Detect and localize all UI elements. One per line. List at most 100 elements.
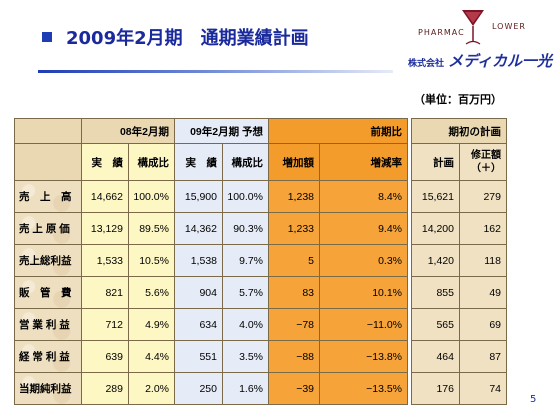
plan-row: 464 87 [411,340,507,373]
cell-forecast: 15,900 [174,180,223,213]
cell-forecast-ratio: 1.6% [222,372,269,405]
plan-row: 1,420 118 [411,244,507,277]
cell-forecast-ratio: 9.7% [222,244,269,277]
cell-forecast-ratio: 4.0% [222,308,269,341]
cell-actual: 14,662 [81,180,129,213]
cell-forecast: 551 [174,340,223,373]
cell-actual-ratio: 4.4% [128,340,175,373]
header-forecast: 09年2月期 予想 [174,118,269,144]
table-row: 売上総利益 1,533 10.5% 1,538 9.7% 5 0.3% [14,244,408,277]
subheader-rate: 増減率 [319,143,408,181]
cell-forecast-ratio: 90.3% [222,212,269,245]
cell-forecast: 1,538 [174,244,223,277]
cell-rate: −13.8% [319,340,408,373]
corner-cell [14,118,82,144]
cell-actual: 13,129 [81,212,129,245]
cell-actual-ratio: 5.6% [128,276,175,309]
cell-actual: 289 [81,372,129,405]
cell-forecast: 14,362 [174,212,223,245]
plan-row: 565 69 [411,308,507,341]
cell-actual-ratio: 100.0% [128,180,175,213]
cell-revision: 118 [459,244,507,277]
cell-increase: 1,238 [268,180,320,213]
subheader-actual-ratio: 構成比 [128,143,175,181]
cell-increase: −39 [268,372,320,405]
cell-actual: 639 [81,340,129,373]
cell-plan: 15,621 [411,180,460,213]
cell-forecast: 904 [174,276,223,309]
cell-revision: 69 [459,308,507,341]
table-row: 販 管 費 821 5.6% 904 5.7% 83 10.1% [14,276,408,309]
row-label: 当期純利益 [14,372,82,405]
row-label: 経 常 利 益 [14,340,82,373]
table-row: 経 常 利 益 639 4.4% 551 3.5% −88 −13.8% [14,340,408,373]
table-row: 売 上 高 14,662 100.0% 15,900 100.0% 1,238 8.4% [14,180,408,213]
cell-actual-ratio: 4.9% [128,308,175,341]
logo-word-right: LOWER [492,22,526,31]
results-table: 08年2月期 09年2月期 予想 前期比 実 績 構成比 実 績 構成比 増加額… [14,118,408,405]
logo-word-left: PHARMAC [418,28,465,37]
plan-row: 15,621 279 [411,180,507,213]
cell-rate: 8.4% [319,180,408,213]
cell-plan: 14,200 [411,212,460,245]
row-label: 売 上 高 [14,180,82,213]
unit-label: （単位：百万円） [414,93,502,106]
company-name: 株式会社 メディカル一光 [408,50,552,71]
company-prefix: 株式会社 [408,59,445,69]
subheader-revision-line1: 修正額 [471,150,501,161]
cell-actual: 712 [81,308,129,341]
plan-table: 期初の計画 計画 修正額 （＋） 15,621 279 14,200 162 1,420… [411,118,507,405]
subheader-plan: 計画 [411,143,460,181]
cell-plan: 855 [411,276,460,309]
subheader-actual-value: 実 績 [81,143,129,181]
cell-forecast: 634 [174,308,223,341]
cell-increase: 5 [268,244,320,277]
cell-actual: 1,533 [81,244,129,277]
row-label: 売 上 原 価 [14,212,82,245]
table-row: 営 業 利 益 712 4.9% 634 4.0% −78 −11.0% [14,308,408,341]
cell-increase: 83 [268,276,320,309]
cell-revision: 87 [459,340,507,373]
cell-rate: 0.3% [319,244,408,277]
title-underline [38,70,393,73]
cell-actual: 821 [81,276,129,309]
cell-revision: 49 [459,276,507,309]
plan-row: 855 49 [411,276,507,309]
cell-forecast-ratio: 3.5% [222,340,269,373]
cell-actual-ratio: 89.5% [128,212,175,245]
cell-revision: 74 [459,372,507,405]
slide-title-row: 2009年2月期 通期業績計画 [38,22,338,52]
cell-increase: −88 [268,340,320,373]
subheader-increase: 増加額 [268,143,320,181]
page-number: 5 [530,394,537,405]
table-row: 売 上 原 価 13,129 89.5% 14,362 90.3% 1,233 9.4% [14,212,408,245]
table-row: 当期純利益 289 2.0% 250 1.6% −39 −13.5% [14,372,408,405]
cell-forecast-ratio: 5.7% [222,276,269,309]
cell-forecast-ratio: 100.0% [222,180,269,213]
subheader-forecast-ratio: 構成比 [222,143,269,181]
cell-plan: 565 [411,308,460,341]
cell-rate: 10.1% [319,276,408,309]
cell-rate: −13.5% [319,372,408,405]
cell-increase: −78 [268,308,320,341]
cell-actual-ratio: 2.0% [128,372,175,405]
company-brand: メディカル一光 [448,52,552,70]
cell-actual-ratio: 10.5% [128,244,175,277]
plan-row: 176 74 [411,372,507,405]
cell-increase: 1,233 [268,212,320,245]
cell-revision: 279 [459,180,507,213]
cell-rate: 9.4% [319,212,408,245]
company-logo: PHARMAC LOWER 株式会社 メディカル一光 [408,8,554,74]
slide-title: 2009年2月期 通期業績計画 [66,28,309,49]
title-bullet-icon [42,32,52,42]
subheader-revision-line2: （＋） [471,163,501,174]
cell-plan: 1,420 [411,244,460,277]
cell-rate: −11.0% [319,308,408,341]
header-plan: 期初の計画 [411,118,507,144]
header-compare: 前期比 [268,118,408,144]
corner-cell [14,143,82,181]
subheader-forecast-value: 実 績 [174,143,223,181]
row-label: 販 管 費 [14,276,82,309]
plan-row: 14,200 162 [411,212,507,245]
row-label: 営 業 利 益 [14,308,82,341]
